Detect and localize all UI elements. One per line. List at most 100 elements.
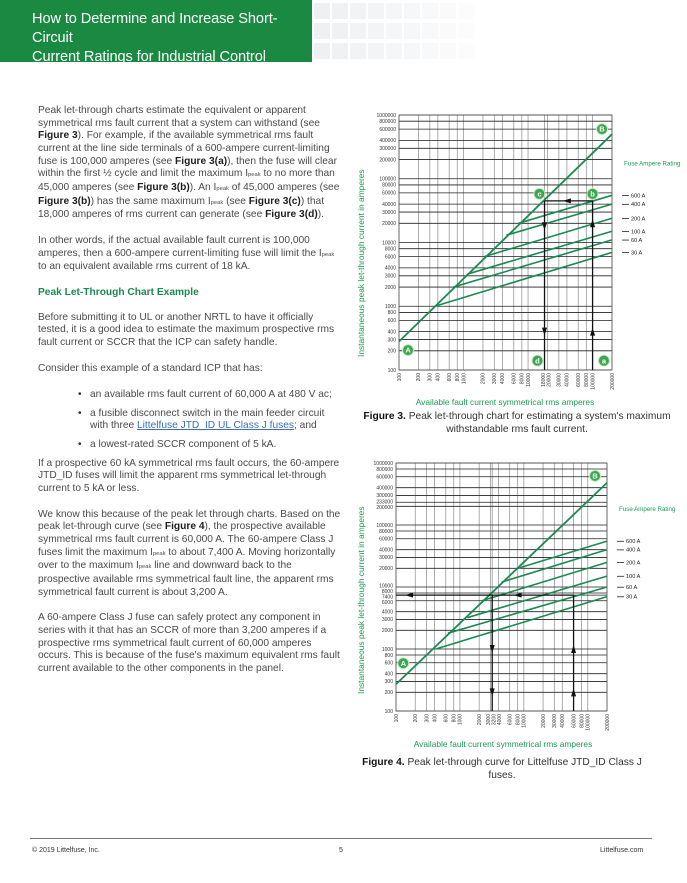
marker-A-badge bbox=[397, 657, 410, 670]
legend-label: 60 A bbox=[631, 238, 642, 244]
marker-label: A bbox=[405, 346, 411, 355]
x-tick-label: 100000 bbox=[586, 714, 592, 731]
text-run: ). bbox=[317, 209, 324, 221]
decor-square bbox=[350, 3, 366, 19]
x-tick-label: 20000 bbox=[547, 373, 553, 387]
marker-d-badge bbox=[531, 354, 544, 367]
y-tick-label: 30000 bbox=[379, 555, 393, 561]
arrow-left-icon bbox=[405, 592, 414, 598]
y-tick-label: 10000 bbox=[379, 583, 393, 589]
arrow-up-icon bbox=[571, 688, 577, 697]
x-tick-label: 100 bbox=[394, 714, 400, 723]
text-run: a lowest-rated SCCR component of 5 kA. bbox=[90, 439, 277, 451]
header-title-line-1: How to Determine and Increase Short-Circ… bbox=[32, 11, 278, 46]
text-run: line and downward back to the prospectiv… bbox=[38, 560, 334, 598]
paragraph: Before submitting it to UL or another NR… bbox=[38, 312, 343, 350]
y-tick-label: 600 bbox=[388, 318, 397, 324]
legend-label: 60 A bbox=[626, 585, 637, 591]
subscript: peak bbox=[210, 199, 224, 206]
arrow-up-icon bbox=[590, 327, 596, 336]
marker-label: a bbox=[602, 356, 607, 365]
x-tick-label: 80000 bbox=[584, 373, 590, 387]
legend-label: 400 A bbox=[631, 202, 646, 208]
list-item: a lowest-rated SCCR component of 5 kA. bbox=[78, 439, 343, 452]
bold-reference: Figure 3(c) bbox=[248, 195, 301, 207]
y-tick-label: 80000 bbox=[382, 183, 396, 189]
arrow-left-icon bbox=[562, 198, 571, 204]
figure-3-caption: Figure 3. Peak let-through chart for est… bbox=[352, 411, 682, 436]
text-run: ), the prospective available symmetrical… bbox=[38, 521, 334, 558]
footer-copyright: © 2019 Littelfuse, Inc. bbox=[32, 847, 100, 854]
y-tick-label: 60000 bbox=[379, 537, 393, 543]
bold-reference: Figure 4 bbox=[164, 521, 205, 533]
x-tick-label: 200 bbox=[413, 714, 419, 723]
y-tick-label: 800000 bbox=[379, 119, 396, 125]
marker-a-badge bbox=[597, 354, 610, 367]
decor-square bbox=[314, 23, 330, 39]
decor-square bbox=[458, 23, 474, 39]
y-tick-label: 300000 bbox=[379, 146, 396, 152]
subscript: peak bbox=[321, 251, 335, 258]
y-tick-label: 300 bbox=[388, 337, 397, 343]
text-run: In other words, if the actual available … bbox=[38, 234, 322, 259]
y-tick-label: 40000 bbox=[379, 547, 393, 553]
x-tick-label: 800 bbox=[455, 373, 461, 382]
x-tick-label: 600 bbox=[444, 714, 450, 723]
text-run: ), then the fuse will clear within the f… bbox=[38, 155, 337, 180]
x-tick-label: 200000 bbox=[605, 714, 611, 731]
subscript: peak bbox=[248, 172, 261, 179]
list-item: an available rms fault current of 60,000… bbox=[78, 389, 343, 402]
y-tick-label: 20000 bbox=[382, 221, 396, 227]
x-tick-label: 2000 bbox=[481, 373, 487, 384]
fuse-curve-30a bbox=[434, 251, 613, 308]
marker-b-badge bbox=[586, 187, 599, 200]
bold-reference: Figure 3(b) bbox=[38, 195, 91, 207]
y-tick-label: 100 bbox=[385, 709, 394, 715]
y-tick-label: 600000 bbox=[379, 127, 396, 133]
decor-square bbox=[458, 43, 474, 59]
y-tick-label: 200 bbox=[388, 349, 397, 355]
x-tick-label: 2000 bbox=[477, 714, 483, 725]
y-tick-label: 4000 bbox=[385, 266, 396, 272]
y-tick-label: 1000000 bbox=[377, 113, 397, 119]
section-heading: Peak Let-Through Chart Example bbox=[38, 287, 343, 300]
x-tick-label: 300 bbox=[424, 714, 430, 723]
x-tick-label: 4000 bbox=[497, 714, 503, 725]
bold-reference: Figure 3 bbox=[38, 130, 78, 142]
paragraph: If a prospective 60 kA symmetrical rms f… bbox=[38, 458, 343, 496]
fuse-curve-200a bbox=[481, 561, 608, 602]
y-tick-label: 2000 bbox=[382, 628, 393, 634]
y-tick-label: 1000 bbox=[382, 647, 393, 653]
marker-label: A bbox=[401, 659, 407, 668]
arrow-up-icon bbox=[590, 219, 596, 228]
x-tick-label: 6000 bbox=[512, 373, 518, 384]
legend-label: 100 A bbox=[631, 229, 646, 235]
decor-square bbox=[404, 23, 420, 39]
figure-3-x-axis-label: Available fault current symmetrical rms … bbox=[415, 397, 595, 407]
arrow-up-icon bbox=[571, 645, 577, 653]
y-tick-label: 20000 bbox=[379, 566, 393, 572]
decor-square bbox=[440, 23, 456, 39]
fuse-curve-200a bbox=[484, 217, 613, 258]
product-link[interactable]: Littelfuse JTD_ID UL Class J fuses bbox=[137, 420, 295, 432]
subscript: peak bbox=[152, 550, 166, 557]
paragraph: Consider this example of a standard ICP … bbox=[38, 363, 343, 376]
y-tick-label: 400000 bbox=[376, 485, 393, 491]
legend-label: 600 A bbox=[626, 539, 641, 545]
text-run: Peak Let-Through Chart Example bbox=[38, 286, 199, 298]
text-run: (see bbox=[223, 195, 249, 207]
legend-label: 100 A bbox=[626, 574, 641, 580]
decor-square bbox=[458, 3, 474, 19]
body-text-column: Peak let-through charts estimate the equ… bbox=[38, 105, 343, 689]
marker-label: B bbox=[592, 471, 598, 480]
y-tick-label: 800 bbox=[385, 653, 394, 659]
x-tick-label: 18000 bbox=[541, 373, 547, 387]
text-run: of 45,000 amperes (see bbox=[228, 181, 340, 193]
y-tick-label: 10000 bbox=[382, 240, 396, 246]
bold-reference: Figure 3(a) bbox=[175, 155, 228, 167]
figure-4-x-axis-label: Available fault current symmetrical rms … bbox=[413, 739, 593, 749]
x-tick-label: 30000 bbox=[552, 714, 558, 728]
figure-3-y-axis-label: Instantaneous peak let-through current i… bbox=[356, 169, 366, 357]
x-tick-label: 200 bbox=[416, 373, 422, 382]
decor-square bbox=[404, 3, 420, 19]
